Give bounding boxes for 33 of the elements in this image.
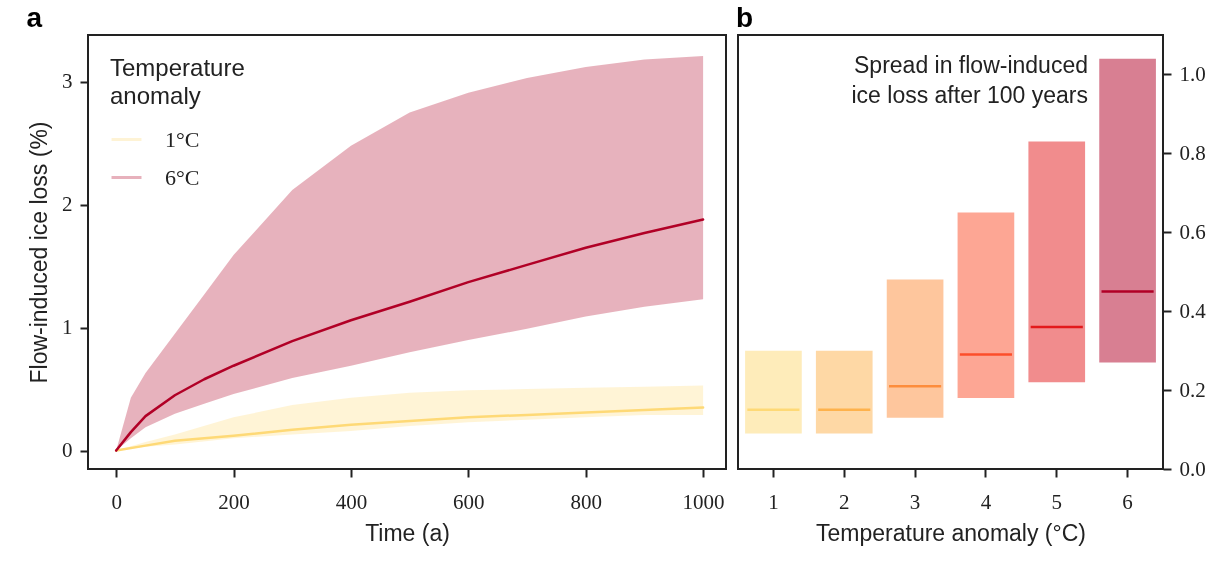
legend-label: 6°C <box>165 164 200 190</box>
y-tick-label: 1 <box>62 315 73 340</box>
y-tick-label: 0.2 <box>1179 377 1206 402</box>
chart-title: a <box>26 2 43 33</box>
x-tick-label: 4 <box>980 489 992 514</box>
chart-title: b <box>736 2 754 33</box>
y-tick-label: 0.8 <box>1179 140 1206 165</box>
x-tick-label: 5 <box>1051 489 1062 514</box>
y-tick-label: 2 <box>62 192 73 217</box>
x-tick-label: 600 <box>453 489 485 514</box>
x-tick-label: 0 <box>111 489 122 514</box>
y-tick-label: 0.6 <box>1179 219 1206 244</box>
y-tick-label: 0.0 <box>1179 456 1206 481</box>
line-series <box>114 218 705 452</box>
y-tick-label: 1.0 <box>1179 61 1206 86</box>
legend-label: 1°C <box>165 126 200 152</box>
x-tick-label: 1000 <box>682 489 725 514</box>
x-tick-label: 200 <box>218 489 250 514</box>
legend-title: Temperature anomaly <box>110 54 245 109</box>
x-tick-label: 2 <box>839 489 850 514</box>
x-tick-label: 3 <box>909 489 921 514</box>
x-axis-title: Temperature anomaly (°C) <box>816 519 1086 546</box>
y-axis-title: Flow-induced ice loss (%) <box>26 121 52 384</box>
x-axis-title: Time (a) <box>365 519 450 546</box>
y-tick-label: 0 <box>62 438 73 463</box>
y-tick-label: 0.4 <box>1179 298 1207 323</box>
annotation: Spread in flow-induced ice loss after 100 years <box>851 52 1088 108</box>
x-tick-label: 1 <box>768 489 779 514</box>
x-tick-label: 800 <box>570 489 602 514</box>
x-tick-label: 6 <box>1122 489 1133 514</box>
line-series <box>114 406 705 452</box>
x-tick-label: 400 <box>335 489 368 514</box>
y-tick-label: 3 <box>62 69 73 94</box>
